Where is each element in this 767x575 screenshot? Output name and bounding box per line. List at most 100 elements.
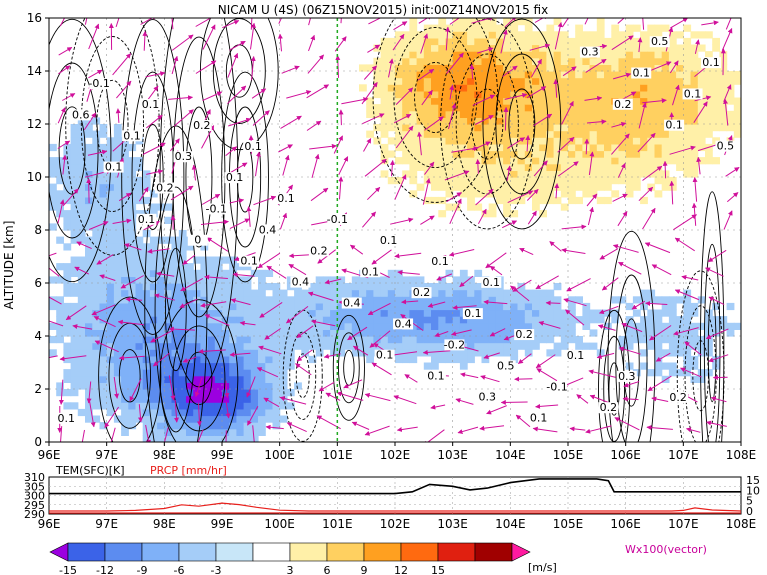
shade-cell — [712, 316, 720, 324]
shade-cell — [402, 117, 410, 125]
shade-cell — [539, 329, 547, 337]
shade-cell — [366, 64, 374, 72]
shade-cell — [611, 44, 620, 52]
shade-cell — [517, 117, 526, 125]
shade-cell — [164, 296, 173, 304]
shade-cell — [546, 84, 555, 92]
shade-cell — [135, 375, 144, 383]
shade-cell — [618, 57, 627, 65]
contour-label-box — [528, 412, 549, 424]
shade-cell — [589, 77, 598, 85]
shade-cell — [178, 236, 187, 244]
shade-cell — [431, 31, 439, 39]
shade-cell — [618, 117, 627, 125]
contour-label-box — [378, 234, 399, 246]
shade-cell — [596, 64, 605, 72]
shade-cell — [99, 177, 108, 185]
shade-cell — [488, 302, 497, 311]
shade-cell — [503, 143, 511, 152]
shade-cell — [366, 289, 374, 297]
shade-cell — [503, 322, 511, 330]
contour-line — [471, 88, 504, 160]
shade-cell — [157, 322, 165, 330]
shade-cell — [611, 296, 620, 304]
shade-cell — [294, 329, 302, 337]
shade-cell — [632, 296, 641, 304]
shade-cell — [387, 276, 396, 284]
shade-cell — [207, 283, 216, 291]
shade-cell — [121, 382, 129, 390]
shade-cell — [445, 316, 454, 324]
shade-cell — [575, 77, 583, 85]
shade-cell — [481, 97, 490, 105]
shade-cell — [135, 236, 144, 244]
wind-vector — [57, 199, 65, 224]
wind-vector — [670, 18, 689, 29]
shade-cell — [77, 362, 86, 370]
shade-cell — [488, 137, 497, 145]
shade-cell — [618, 31, 627, 39]
shade-cell — [488, 163, 497, 171]
shade-cell — [113, 216, 122, 224]
shade-cell — [423, 163, 432, 171]
shade-cell — [467, 57, 475, 65]
shade-cell — [596, 316, 605, 324]
shade-cell — [113, 170, 122, 178]
shade-cell — [272, 336, 281, 344]
shade-cell — [272, 382, 281, 390]
shade-cell — [416, 64, 425, 72]
shade-cell — [207, 355, 216, 364]
shade-cell — [546, 137, 555, 145]
wind-vector — [705, 267, 724, 277]
shade-cell — [294, 316, 302, 324]
y-tick-label: 0 — [34, 435, 42, 449]
shade-cell — [532, 57, 540, 65]
wind-vector — [561, 100, 574, 125]
shade-cell — [452, 183, 461, 191]
shade-cell — [452, 143, 461, 152]
wind-vector — [424, 161, 435, 175]
contour-label: -0.1 — [327, 213, 348, 226]
shade-cell — [308, 336, 317, 344]
contour-line — [482, 18, 562, 230]
shade-cell — [625, 190, 634, 198]
wind-vector — [204, 274, 228, 280]
contour-label: 0.1 — [56, 412, 77, 425]
shade-cell — [459, 137, 468, 145]
contour-label: 0.1 — [239, 255, 260, 268]
shade-cell — [373, 276, 382, 284]
shade-cell — [604, 64, 612, 72]
shade-cell — [604, 77, 612, 85]
shade-cell — [560, 117, 569, 125]
shade-cell — [315, 276, 324, 284]
shade-cell — [532, 124, 540, 132]
shade-cell — [366, 355, 374, 364]
shade-cell — [121, 263, 129, 271]
shade-cell — [539, 130, 547, 138]
shade-cell — [539, 44, 547, 52]
shade-cell — [149, 428, 158, 436]
shade-cell — [85, 157, 93, 165]
shade-cell — [387, 124, 396, 132]
shade-cell — [726, 322, 735, 330]
shade-cell — [438, 170, 447, 178]
shade-cell — [495, 110, 504, 118]
wind-vector — [416, 131, 422, 156]
wind-vector — [364, 392, 391, 402]
shade-cell — [359, 322, 367, 330]
shade-cell — [481, 316, 490, 324]
shade-cell — [315, 342, 324, 350]
shade-cell — [402, 37, 410, 46]
shade-cell — [697, 375, 706, 383]
shade-cell — [387, 104, 396, 112]
shade-cell — [402, 157, 410, 165]
wind-vector — [692, 177, 698, 202]
shade-cell — [431, 196, 439, 205]
shade-cell — [683, 329, 692, 337]
shade-cell — [517, 71, 526, 79]
shade-cell — [690, 342, 699, 350]
shade-cell — [106, 408, 115, 417]
shade-cell — [532, 296, 540, 304]
shade-cell — [640, 289, 648, 297]
